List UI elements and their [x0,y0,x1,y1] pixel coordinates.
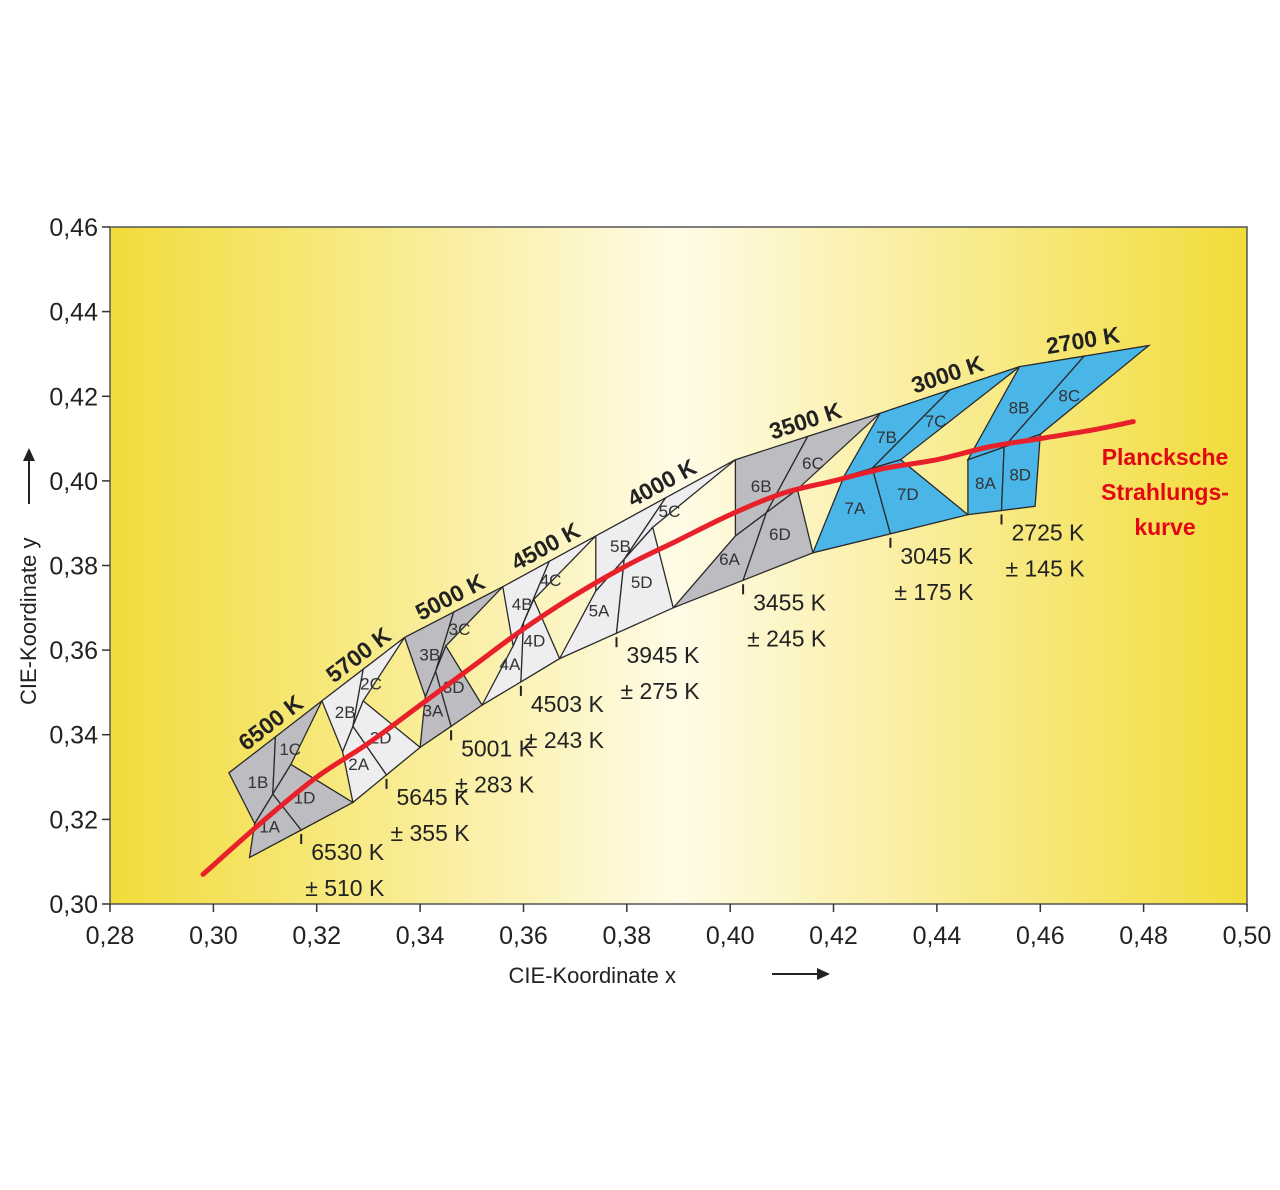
avg-cct-label: 4503 K [531,691,605,717]
y-tick-label: 0,40 [49,468,98,496]
x-tick-label: 0,44 [913,922,962,950]
bin-label: 6C [802,454,824,473]
bins-layer: 1A1B1C1D2A2B2C2D3A3B3C3D4A4B4C4D5A5B5C5D… [228,344,1152,859]
planck-label: Plancksche Strahlungs-kurve [1101,444,1229,540]
bin-label: 3B [419,645,440,664]
x-tick-label: 0,50 [1223,922,1272,950]
bin-label: 6A [719,550,740,569]
x-tick-label: 0,34 [396,922,445,950]
y-tick-label: 0,36 [49,637,98,665]
avg-cct-label: 3945 K [627,642,701,668]
bin-label: 2B [335,703,356,722]
bin-label: 6B [751,477,772,496]
tolerance-label: ± 245 K [747,625,827,651]
x-axis-label: CIE-Koordinate x [508,963,676,988]
bin-label: 7B [876,428,897,447]
x-tick-label: 0,46 [1016,922,1065,950]
y-tick-label: 0,42 [49,383,98,411]
bin-label: 4A [500,655,521,674]
bin-label: 5A [589,602,610,621]
bin-label: 7A [845,499,866,518]
bin-label: 3A [423,701,444,720]
tolerance-label: ± 275 K [621,678,701,704]
bin-label: 6D [769,525,791,544]
y-tick-label: 0,38 [49,553,98,581]
x-tick-label: 0,28 [86,922,135,950]
x-tick-label: 0,48 [1119,922,1168,950]
bin-label: 1B [248,773,269,792]
avg-cct-label: 2725 K [1012,520,1086,546]
bin-label: 4D [524,632,546,651]
planck-curve [200,419,1136,877]
x-tick-label: 0,36 [499,922,548,950]
bin-label: 7C [925,412,947,431]
x-tick-label: 0,40 [706,922,755,950]
y-tick-label: 0,32 [49,806,98,834]
planck-label-line: Plancksche [1102,444,1229,470]
y-axis-label: CIE-Koordinate y [16,537,41,705]
axes-layer: 0,28 0,30 0,32 0,34 0,36 0,38 0,40 0,42 0,44 0,46… [49,214,1271,950]
planck-label-line: kurve [1134,514,1195,540]
x-tick-label: 0,38 [602,922,651,950]
bin-label: 3C [449,620,471,639]
avg-cct-label: 5001 K [461,735,535,761]
planck-label-line: Strahlungs- [1101,479,1229,505]
x-tick-label: 0,30 [189,922,238,950]
bin-label: 4B [512,595,533,614]
y-tick-label: 0,44 [49,299,98,327]
tolerance-label: ± 175 K [894,579,974,605]
y-axis-arrow [23,448,35,504]
tolerance-label: ± 145 K [1006,556,1086,582]
bin-label: 1C [279,740,301,759]
bin-label: 5D [631,573,653,592]
bin-label: 8C [1058,387,1080,406]
bin-label: 7D [897,485,919,504]
avg-cct-label: 3045 K [900,543,974,569]
bin-label: 5B [610,537,631,556]
tolerance-label: ± 243 K [525,727,605,753]
bin-label: 8B [1009,398,1030,417]
avg-cct-label: 3455 K [753,589,827,615]
tolerance-label: ± 283 K [455,771,535,797]
y-tick-label: 0,34 [49,722,98,750]
avg-cct-label: 5645 K [397,784,471,810]
bin-label: 5C [659,502,681,521]
avg-cct-label: 6530 K [311,839,385,865]
tolerance-label: ± 355 K [391,820,471,846]
x-axis-arrow [772,968,830,980]
tolerance-label: ± 510 K [305,875,385,901]
bin-label: 8A [975,474,996,493]
bin-label: 2C [360,674,382,693]
bin-label: 8D [1009,466,1031,485]
bin-label: 2A [348,755,369,774]
bin-label: 4C [540,571,562,590]
y-tick-label: 0,30 [49,891,98,919]
x-tick-label: 0,42 [809,922,858,950]
x-tick-label: 0,32 [292,922,341,950]
y-tick-label: 0,46 [49,214,98,242]
